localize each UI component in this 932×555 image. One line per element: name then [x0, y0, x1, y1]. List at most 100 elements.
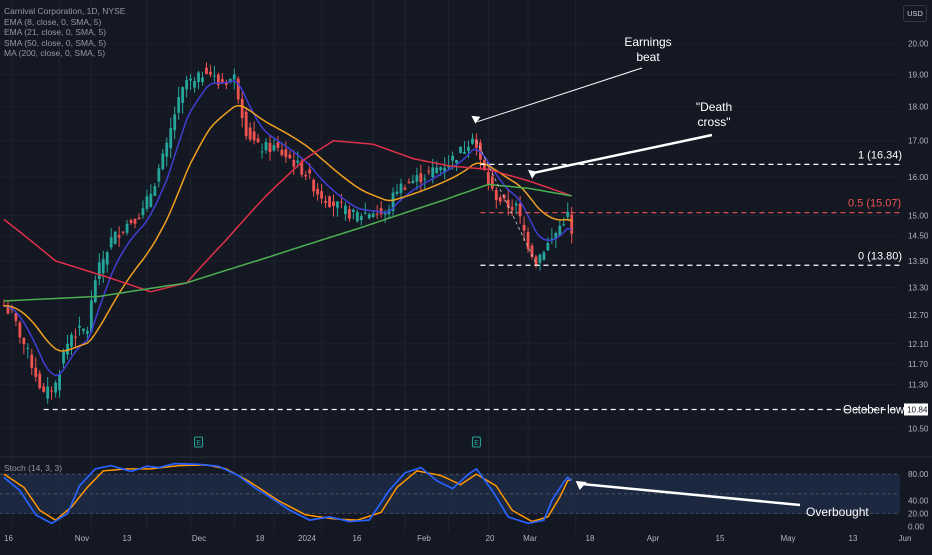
candle-body: [534, 256, 538, 266]
candle-body: [133, 218, 137, 224]
candle-body: [570, 214, 574, 234]
currency-button[interactable]: USD: [903, 5, 927, 22]
candle-body: [173, 114, 177, 131]
price-tick-label: 16.00: [908, 173, 929, 182]
series-line-ma-200: [3, 183, 572, 302]
candle-body: [332, 201, 335, 207]
candle-body: [149, 193, 153, 207]
candle-body: [14, 313, 18, 321]
candle-body: [70, 334, 73, 347]
candle-body: [288, 154, 292, 159]
annotation-arrowhead: [528, 169, 538, 179]
candle-body: [268, 142, 272, 153]
price-tick-label: 19.00: [908, 70, 929, 79]
legend-ema8[interactable]: EMA (8, close, 0, SMA, 5): [4, 16, 102, 27]
candle-body: [530, 245, 534, 257]
earnings-marker-icon: [194, 436, 204, 448]
candle-body: [248, 127, 252, 140]
candle-body: [296, 160, 300, 163]
series-line-ema-21: [3, 104, 572, 352]
time-tick-label: 18: [256, 534, 265, 543]
candle-body: [347, 209, 351, 219]
legend-title[interactable]: Carnival Corporation, 1D, NYSE: [4, 6, 126, 16]
candle-body: [82, 328, 85, 331]
candle-body: [105, 252, 109, 265]
candle-body: [431, 167, 435, 178]
time-tick-label: Jun: [899, 534, 912, 543]
level-lines: 1 (16.34) 0.5 (15.07) 0 (13.80) October low: [43, 140, 905, 416]
candle-body: [181, 87, 185, 103]
candle-body: [78, 325, 81, 328]
candle-body: [137, 217, 141, 220]
candle-body: [26, 347, 30, 349]
candle-body: [494, 189, 498, 200]
time-tick-label: 16: [353, 534, 362, 543]
candle-body: [439, 167, 443, 171]
candle-body: [514, 203, 518, 206]
candle-body: [371, 213, 375, 217]
candle-body: [538, 254, 542, 263]
candle-body: [216, 74, 220, 86]
candle-body: [427, 170, 431, 172]
candles: [2, 62, 574, 404]
candle-body: [320, 191, 323, 199]
candle-body: [232, 74, 236, 80]
candle-body: [93, 280, 97, 303]
candle-body: [240, 98, 244, 119]
candle-body: [340, 201, 343, 203]
legend-ema21[interactable]: EMA (21, close, 0, SMA, 5): [4, 27, 107, 37]
candle-body: [435, 167, 439, 173]
price-tick-label: 15.00: [908, 211, 929, 220]
time-tick-label: 16: [4, 534, 13, 543]
earnings-marker-icon: [471, 436, 481, 448]
earnings-marker-icon: E: [196, 440, 201, 447]
candle-body: [18, 322, 22, 338]
price-tick-label: 20.00: [908, 40, 929, 49]
candle-body: [300, 161, 304, 175]
moving-averages: [3, 79, 572, 377]
candle-body: [486, 171, 490, 185]
candle-body: [383, 212, 387, 215]
series-line-stoch-k: [3, 462, 573, 525]
time-tick-label: 15: [716, 534, 725, 543]
candle-body: [42, 386, 46, 392]
candle-body: [89, 300, 93, 333]
candle-body: [554, 232, 558, 239]
stoch-tick-label: 20.00: [908, 510, 929, 519]
candle-body: [209, 71, 212, 75]
candle-body: [256, 138, 260, 143]
candle-body: [74, 336, 77, 338]
candle-body: [566, 211, 570, 217]
level-label-october-low: October low: [843, 404, 905, 416]
annotation-death-cross: cross": [698, 115, 731, 129]
candle-body: [407, 181, 411, 184]
candle-body: [66, 343, 69, 355]
candle-body: [38, 373, 42, 389]
legend-ma200[interactable]: MA (200, close, 0, SMA, 5): [4, 48, 106, 58]
candle-body: [117, 235, 121, 238]
candle-body: [359, 216, 363, 221]
candle-body: [6, 306, 10, 314]
candle-body: [399, 183, 403, 194]
price-tick-label: 10.50: [908, 425, 929, 434]
candle-body: [546, 242, 550, 251]
candle-body: [113, 231, 117, 244]
candle-body: [375, 213, 379, 215]
price-axis: 20.00 19.00 18.00 17.00 16.00 15.00 14.50 13.90…: [904, 40, 929, 434]
level-label-1: 1 (16.34): [858, 149, 902, 161]
candle-body: [518, 203, 522, 217]
price-tick-label: 12.70: [908, 311, 929, 320]
legend-sma50[interactable]: SMA (50, close, 0, SMA, 5): [4, 37, 107, 48]
candle-body: [455, 160, 458, 163]
candle-body: [205, 67, 208, 75]
candle-body: [391, 192, 395, 212]
time-tick-label: Mar: [523, 534, 537, 543]
candle-body: [395, 191, 399, 194]
stoch-tick-label: 40.00: [908, 496, 929, 505]
candle-body: [260, 151, 264, 153]
time-axis: 16 Nov 13 Dec 18 2024 16 Feb 20 Mar 18 Apr 15 May 13 Ju…: [4, 534, 911, 543]
stoch-legend[interactable]: Stoch (14, 3, 3): [4, 463, 63, 473]
time-tick-label: Feb: [417, 534, 431, 543]
